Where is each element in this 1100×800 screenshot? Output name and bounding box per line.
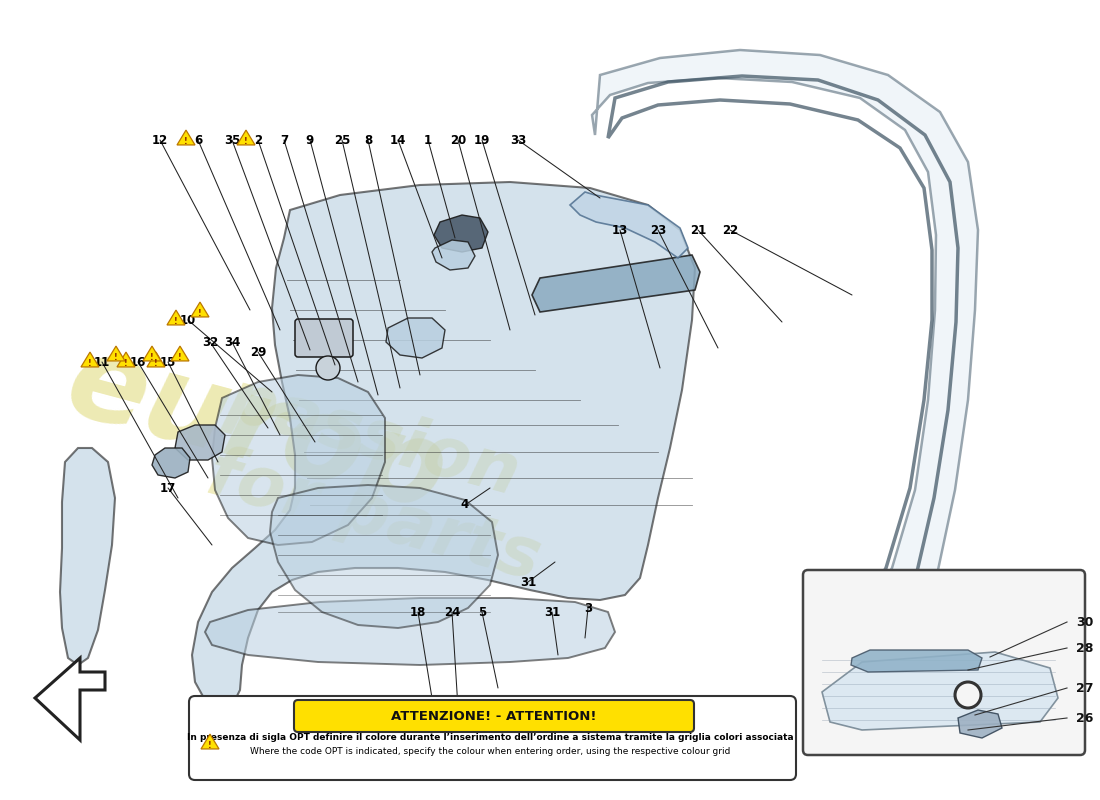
Text: !: ! xyxy=(178,353,182,362)
Text: 5: 5 xyxy=(477,606,486,618)
Polygon shape xyxy=(175,425,226,460)
FancyBboxPatch shape xyxy=(803,570,1085,755)
Polygon shape xyxy=(958,710,1002,738)
Text: 22: 22 xyxy=(722,223,738,237)
Text: 31: 31 xyxy=(543,606,560,618)
Polygon shape xyxy=(570,192,688,258)
Text: 17: 17 xyxy=(160,482,176,494)
FancyBboxPatch shape xyxy=(295,319,353,357)
Text: 11: 11 xyxy=(94,355,110,369)
Text: 3: 3 xyxy=(584,602,592,614)
Polygon shape xyxy=(201,734,219,749)
Text: 24: 24 xyxy=(443,606,460,618)
Text: 21: 21 xyxy=(690,223,706,237)
Text: 35: 35 xyxy=(223,134,240,146)
Polygon shape xyxy=(270,485,498,628)
Text: !: ! xyxy=(151,353,154,362)
Polygon shape xyxy=(236,130,255,145)
Text: 30: 30 xyxy=(1076,615,1093,629)
Text: 16: 16 xyxy=(130,355,146,369)
Text: 26: 26 xyxy=(1076,711,1093,725)
Polygon shape xyxy=(822,652,1058,730)
Text: !: ! xyxy=(208,741,212,750)
Text: europ: europ xyxy=(55,323,460,535)
Text: 25: 25 xyxy=(333,134,350,146)
Text: 23: 23 xyxy=(650,223,667,237)
Text: !: ! xyxy=(174,317,178,326)
Text: 34: 34 xyxy=(223,335,240,349)
Text: 6: 6 xyxy=(194,134,202,146)
Text: 10: 10 xyxy=(180,314,196,326)
Circle shape xyxy=(316,356,340,380)
Text: 12: 12 xyxy=(152,134,168,146)
Polygon shape xyxy=(60,448,116,665)
Polygon shape xyxy=(143,346,161,361)
FancyBboxPatch shape xyxy=(189,696,796,780)
Polygon shape xyxy=(386,318,446,358)
Text: 19: 19 xyxy=(474,134,491,146)
Text: passion
for parts: passion for parts xyxy=(200,366,568,594)
Polygon shape xyxy=(191,302,209,317)
Text: 31: 31 xyxy=(520,575,536,589)
Polygon shape xyxy=(81,352,99,367)
Circle shape xyxy=(955,682,981,708)
Text: !: ! xyxy=(244,137,248,146)
Text: !: ! xyxy=(154,358,157,367)
Text: 33: 33 xyxy=(510,134,526,146)
Polygon shape xyxy=(434,215,488,252)
Polygon shape xyxy=(205,598,615,665)
Polygon shape xyxy=(177,130,195,145)
Polygon shape xyxy=(212,375,385,545)
Text: 15: 15 xyxy=(160,355,176,369)
Text: 13: 13 xyxy=(612,223,628,237)
Text: 18: 18 xyxy=(410,606,426,618)
Text: 28: 28 xyxy=(1076,642,1093,654)
Text: !: ! xyxy=(114,353,118,362)
Polygon shape xyxy=(35,658,104,740)
Polygon shape xyxy=(152,448,190,478)
Text: 2: 2 xyxy=(254,134,262,146)
Polygon shape xyxy=(592,50,978,672)
Polygon shape xyxy=(117,352,135,367)
Text: In presenza di sigla OPT definire il colore durante l’inserimento dell’ordine a : In presenza di sigla OPT definire il col… xyxy=(187,734,793,742)
Text: 9: 9 xyxy=(306,134,315,146)
Text: 32: 32 xyxy=(202,335,218,349)
Text: 7: 7 xyxy=(279,134,288,146)
Text: 29: 29 xyxy=(250,346,266,358)
Text: 8: 8 xyxy=(364,134,372,146)
Text: !: ! xyxy=(124,358,128,367)
Polygon shape xyxy=(167,310,185,325)
Polygon shape xyxy=(851,650,982,672)
Text: Where the code OPT is indicated, specify the colour when entering order, using t: Where the code OPT is indicated, specify… xyxy=(250,747,730,757)
Text: !: ! xyxy=(184,137,188,146)
Text: 20: 20 xyxy=(450,134,466,146)
Text: 27: 27 xyxy=(1076,682,1093,694)
Polygon shape xyxy=(107,346,125,361)
Text: ATTENZIONE! - ATTENTION!: ATTENZIONE! - ATTENTION! xyxy=(392,710,596,722)
Text: !: ! xyxy=(88,358,91,367)
Text: 14: 14 xyxy=(389,134,406,146)
Text: 4: 4 xyxy=(461,498,469,511)
Text: !: ! xyxy=(198,309,201,318)
Polygon shape xyxy=(170,346,189,361)
Polygon shape xyxy=(192,182,695,705)
Text: 1: 1 xyxy=(424,134,432,146)
Polygon shape xyxy=(147,352,165,367)
Polygon shape xyxy=(432,240,475,270)
FancyBboxPatch shape xyxy=(294,700,694,732)
Polygon shape xyxy=(532,255,700,312)
